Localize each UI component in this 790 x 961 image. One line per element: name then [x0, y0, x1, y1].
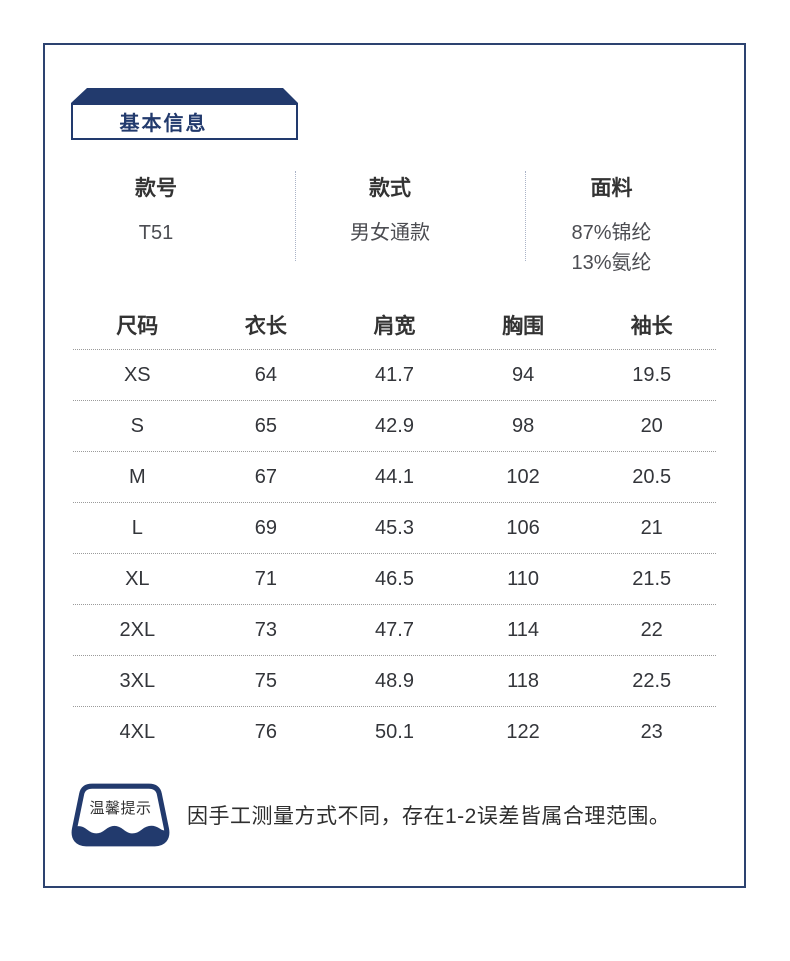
cell-sleeve: 22 [640, 618, 663, 641]
style-number-value: T51 [138, 222, 174, 244]
cell-length: 69 [254, 516, 278, 539]
cell-shoulder: 45.3 [375, 516, 414, 539]
column-divider [295, 171, 296, 261]
fabric-value-line2: 13%氨纶 [571, 252, 652, 274]
tips-text-container: 因手工测量方式不同，存在1-2误差皆属合理范围。 [187, 783, 734, 847]
cell-size: XL [125, 567, 150, 590]
cell-chest: 98 [511, 414, 535, 437]
cell-sleeve: 22.5 [632, 669, 672, 692]
fabric-column: 面料 87%锦纶 13%氨纶 [525, 175, 744, 278]
cell-shoulder: 46.5 [375, 567, 414, 590]
section-badge-ribbon [71, 88, 298, 103]
cell-length: 75 [254, 669, 278, 692]
warm-tips-badge: 温馨提示 [71, 783, 170, 847]
cell-length: 73 [254, 618, 278, 641]
cell-size: XS [123, 363, 151, 386]
cell-length: 67 [254, 465, 278, 488]
cell-chest: 94 [511, 363, 535, 386]
cell-sleeve: 21.5 [632, 567, 672, 590]
fabric-label: 面料 [590, 177, 633, 200]
cell-size: 2XL [119, 618, 156, 641]
cell-length: 65 [254, 414, 278, 437]
cell-sleeve: 23 [640, 720, 663, 743]
cell-size: M [128, 465, 146, 488]
cell-chest: 118 [507, 669, 540, 692]
header-size: 尺码 [116, 314, 159, 338]
cell-size: S [130, 414, 144, 437]
cell-sleeve: 21 [640, 516, 663, 539]
cell-chest: 114 [507, 618, 540, 641]
cell-sleeve: 20 [640, 414, 663, 437]
cell-shoulder: 42.9 [375, 414, 414, 437]
cell-length: 76 [254, 720, 278, 743]
table-row: L 69 45.3 106 21 [73, 502, 716, 553]
cell-size: 4XL [119, 720, 156, 743]
washing-tub-icon [71, 783, 170, 847]
cell-size: 3XL [119, 669, 156, 692]
style-number-column: 款号 T51 [45, 175, 295, 278]
cell-shoulder: 50.1 [375, 720, 414, 743]
header-length: 衣长 [244, 314, 287, 338]
fabric-value: 87%锦纶 13%氨纶 [525, 218, 698, 278]
cell-shoulder: 44.1 [375, 465, 414, 488]
cell-shoulder: 48.9 [375, 669, 414, 692]
style-number-label: 款号 [135, 177, 177, 200]
cell-chest: 122 [506, 720, 540, 743]
section-title: 基本信息 [119, 113, 208, 135]
table-row: 4XL 76 50.1 122 23 [73, 706, 716, 757]
table-row: XS 64 41.7 94 19.5 [73, 349, 716, 400]
size-table: 尺码 衣长 肩宽 胸围 袖长 XS 64 41.7 94 19.5 S 65 4… [73, 300, 716, 757]
table-row: M 67 44.1 102 20.5 [73, 451, 716, 502]
table-row: S 65 42.9 98 20 [73, 400, 716, 451]
cell-chest: 106 [506, 516, 540, 539]
style-type-value: 男女通款 [350, 222, 430, 244]
table-row: XL 71 46.5 110 21.5 [73, 553, 716, 604]
warm-tips-label: 温馨提示 [89, 800, 152, 817]
section-badge: 基本信息 [71, 103, 298, 140]
table-row: 3XL 75 48.9 118 22.5 [73, 655, 716, 706]
table-row: 2XL 73 47.7 114 22 [73, 604, 716, 655]
column-divider [525, 171, 526, 261]
tips-text: 因手工测量方式不同，存在1-2误差皆属合理范围。 [187, 805, 671, 828]
header-chest: 胸围 [502, 314, 545, 338]
header-shoulder: 肩宽 [373, 314, 416, 338]
cell-sleeve: 19.5 [632, 363, 672, 386]
cell-length: 71 [254, 567, 278, 590]
cell-chest: 102 [506, 465, 540, 488]
cell-chest: 110 [507, 567, 540, 590]
fabric-value-line1: 87%锦纶 [571, 222, 652, 244]
header-sleeve: 袖长 [630, 314, 673, 338]
cell-shoulder: 41.7 [375, 363, 414, 386]
style-type-column: 款式 男女通款 [295, 175, 525, 278]
style-type-label: 款式 [369, 177, 411, 200]
cell-length: 64 [254, 363, 278, 386]
cell-sleeve: 20.5 [632, 465, 672, 488]
product-info-section: 款号 T51 款式 男女通款 面料 87%锦纶 13%氨纶 [45, 171, 744, 278]
size-table-header-row: 尺码 衣长 肩宽 胸围 袖长 [73, 300, 716, 349]
cell-size: L [131, 516, 143, 539]
cell-shoulder: 47.7 [375, 618, 414, 641]
basic-info-panel: 基本信息 款号 T51 款式 男女通款 面料 87%锦纶 13%氨纶 尺码 衣长… [43, 43, 746, 888]
